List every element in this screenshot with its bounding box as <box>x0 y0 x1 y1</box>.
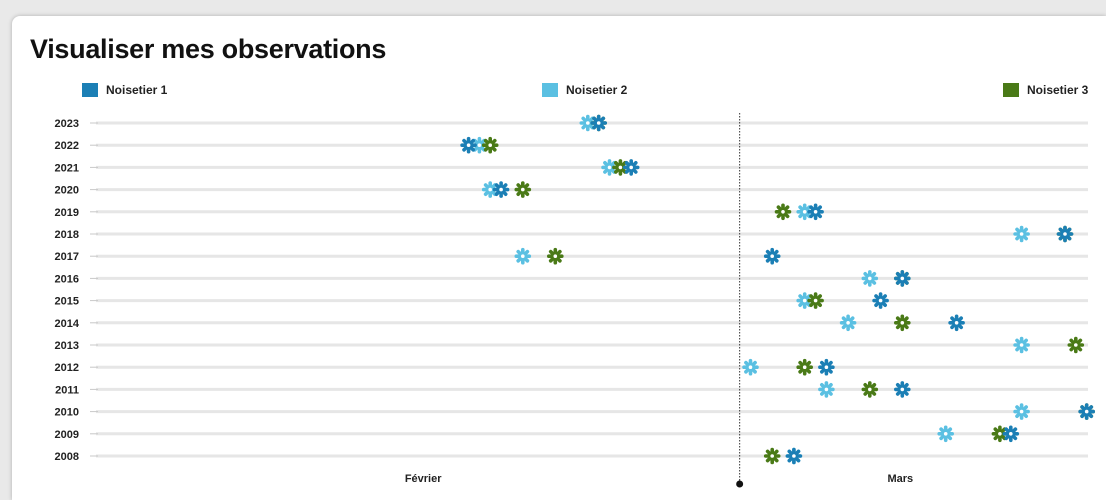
point-noisetier-2-2018 <box>1013 225 1030 243</box>
point-noisetier-1-2015 <box>872 292 889 309</box>
legend-swatch-noisetier-3 <box>1003 82 1019 97</box>
point-noisetier-1-2020 <box>492 181 510 198</box>
y-tick-label-2013: 2013 <box>55 340 79 352</box>
point-noisetier-3-2008 <box>763 447 781 465</box>
y-tick-label-2019: 2019 <box>55 207 79 219</box>
point-noisetier-1-2012 <box>818 358 835 376</box>
point-noisetier-2-2017 <box>514 247 532 265</box>
y-tick-label-2011: 2011 <box>55 384 79 396</box>
point-noisetier-3-2012 <box>796 358 814 376</box>
y-tick-label-2014: 2014 <box>55 318 80 330</box>
point-noisetier-1-2009 <box>1002 425 1020 443</box>
y-tick-label-2009: 2009 <box>55 429 79 441</box>
point-noisetier-2-2023 <box>579 114 597 132</box>
point-noisetier-3-2020 <box>514 181 532 198</box>
point-noisetier-1-2014 <box>948 314 965 332</box>
y-tick-label-2022: 2022 <box>55 140 79 152</box>
point-noisetier-1-2023 <box>590 114 608 132</box>
y-tick-label-2008: 2008 <box>55 451 79 463</box>
page-title: Visualiser mes observations <box>30 34 387 64</box>
point-noisetier-1-2021 <box>622 159 640 176</box>
reference-line-end-dot <box>736 480 744 488</box>
x-month-label-0: Février <box>405 473 442 485</box>
point-noisetier-2-2014 <box>839 314 857 332</box>
point-noisetier-3-2022 <box>481 136 499 154</box>
y-tick-label-2016: 2016 <box>55 273 79 285</box>
point-noisetier-1-2019 <box>807 203 824 221</box>
point-noisetier-1-2018 <box>1056 225 1074 243</box>
point-noisetier-1-2016 <box>893 270 911 287</box>
y-tick-label-2015: 2015 <box>55 296 79 308</box>
point-noisetier-1-2017 <box>763 247 781 265</box>
point-noisetier-1-2011 <box>893 381 911 398</box>
point-noisetier-3-2013 <box>1067 336 1085 354</box>
y-tick-label-2012: 2012 <box>55 362 79 374</box>
point-noisetier-3-2014 <box>893 314 911 332</box>
point-noisetier-3-2015 <box>807 292 824 309</box>
point-noisetier-2-2012 <box>742 358 759 376</box>
legend-label-noisetier-1: Noisetier 1 <box>106 82 168 97</box>
chart-card: Visualiser mes observations Noisetier 1 … <box>12 16 1106 500</box>
point-noisetier-1-2008 <box>785 447 803 465</box>
y-tick-label-2018: 2018 <box>55 229 79 241</box>
legend-label-noisetier-3: Noisetier 3 <box>1027 82 1089 97</box>
point-noisetier-3-2011 <box>861 381 879 398</box>
point-noisetier-3-2017 <box>546 247 564 265</box>
legend-swatch-noisetier-2 <box>542 82 558 97</box>
point-noisetier-2-2013 <box>1013 336 1030 354</box>
point-noisetier-1-2010 <box>1078 403 1095 420</box>
legend-swatch-noisetier-1 <box>82 82 98 97</box>
y-tick-label-2017: 2017 <box>55 251 79 263</box>
y-tick-label-2010: 2010 <box>55 407 79 419</box>
point-noisetier-3-2019 <box>774 203 792 221</box>
point-noisetier-2-2011 <box>818 381 835 398</box>
x-month-label-1: Mars <box>887 473 913 485</box>
legend-item-noisetier-2: Noisetier 2 <box>542 82 627 98</box>
y-tick-label-2021: 2021 <box>55 162 79 174</box>
legend-label-noisetier-2: Noisetier 2 <box>566 82 628 97</box>
scatter-chart: 2023 2022 2021 2020 2019 2018 2017 2016 2015 2014… <box>55 113 1095 488</box>
legend-item-noisetier-3: Noisetier 3 <box>1003 82 1088 98</box>
legend-item-noisetier-1: Noisetier 1 <box>82 82 167 98</box>
point-noisetier-2-2016 <box>861 270 879 287</box>
point-noisetier-1-2022 <box>460 136 477 154</box>
point-noisetier-2-2009 <box>937 425 955 443</box>
point-noisetier-2-2010 <box>1013 403 1030 420</box>
y-tick-label-2020: 2020 <box>55 185 79 197</box>
y-tick-label-2023: 2023 <box>55 118 79 130</box>
